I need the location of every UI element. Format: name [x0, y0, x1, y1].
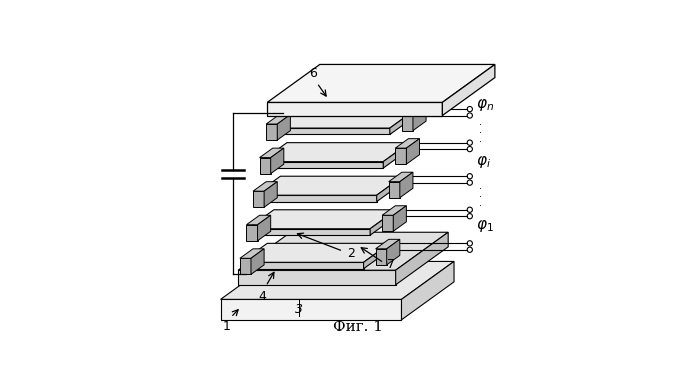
- Polygon shape: [238, 270, 396, 285]
- Polygon shape: [221, 262, 454, 299]
- Polygon shape: [254, 176, 403, 195]
- Polygon shape: [266, 124, 277, 140]
- Polygon shape: [266, 114, 290, 124]
- Polygon shape: [400, 172, 413, 198]
- Polygon shape: [395, 148, 406, 164]
- Text: Фиг. 1: Фиг. 1: [333, 320, 383, 334]
- Polygon shape: [382, 215, 393, 231]
- Polygon shape: [241, 243, 389, 262]
- Polygon shape: [260, 158, 271, 174]
- Polygon shape: [253, 182, 277, 191]
- Polygon shape: [377, 176, 403, 202]
- Text: 2: 2: [348, 247, 355, 260]
- Text: $\varphi_n$: $\varphi_n$: [476, 97, 494, 113]
- Polygon shape: [383, 143, 410, 168]
- Polygon shape: [389, 172, 413, 182]
- Text: $\varphi_i$: $\varphi_i$: [476, 154, 491, 170]
- Text: $\varphi_1$: $\varphi_1$: [476, 218, 493, 235]
- Polygon shape: [246, 225, 258, 241]
- Text: 6: 6: [309, 67, 318, 80]
- Polygon shape: [364, 243, 389, 269]
- Polygon shape: [271, 148, 284, 174]
- Text: 4: 4: [258, 290, 266, 303]
- Text: 7: 7: [387, 258, 396, 271]
- Polygon shape: [221, 299, 401, 320]
- Polygon shape: [406, 139, 419, 164]
- Polygon shape: [241, 262, 364, 269]
- Polygon shape: [376, 249, 387, 265]
- Polygon shape: [413, 105, 426, 131]
- Polygon shape: [267, 102, 443, 116]
- Text: 3: 3: [295, 303, 304, 316]
- Polygon shape: [277, 114, 290, 140]
- Polygon shape: [246, 215, 271, 225]
- Polygon shape: [254, 195, 377, 202]
- Polygon shape: [264, 182, 277, 207]
- Polygon shape: [260, 161, 383, 168]
- Polygon shape: [443, 64, 495, 116]
- Polygon shape: [253, 191, 264, 207]
- Polygon shape: [396, 232, 448, 285]
- Polygon shape: [393, 206, 406, 231]
- Polygon shape: [395, 139, 419, 148]
- Polygon shape: [240, 249, 264, 258]
- Polygon shape: [382, 206, 406, 215]
- Polygon shape: [258, 215, 271, 241]
- Polygon shape: [402, 105, 426, 114]
- Polygon shape: [401, 262, 454, 320]
- Polygon shape: [248, 229, 370, 235]
- Text: 1: 1: [223, 320, 231, 334]
- Polygon shape: [267, 64, 495, 102]
- Polygon shape: [260, 148, 284, 158]
- Text: .
.
.: . . .: [479, 117, 482, 144]
- Polygon shape: [260, 143, 410, 161]
- Polygon shape: [240, 258, 251, 274]
- Polygon shape: [238, 232, 448, 270]
- Text: .
.
.: . . .: [479, 181, 482, 208]
- Polygon shape: [251, 249, 264, 274]
- Polygon shape: [376, 239, 400, 249]
- Polygon shape: [267, 128, 389, 135]
- Polygon shape: [402, 114, 413, 131]
- Polygon shape: [389, 182, 400, 198]
- Polygon shape: [267, 109, 416, 128]
- Polygon shape: [248, 210, 396, 229]
- Polygon shape: [387, 239, 400, 265]
- Polygon shape: [370, 210, 396, 235]
- Polygon shape: [389, 109, 416, 135]
